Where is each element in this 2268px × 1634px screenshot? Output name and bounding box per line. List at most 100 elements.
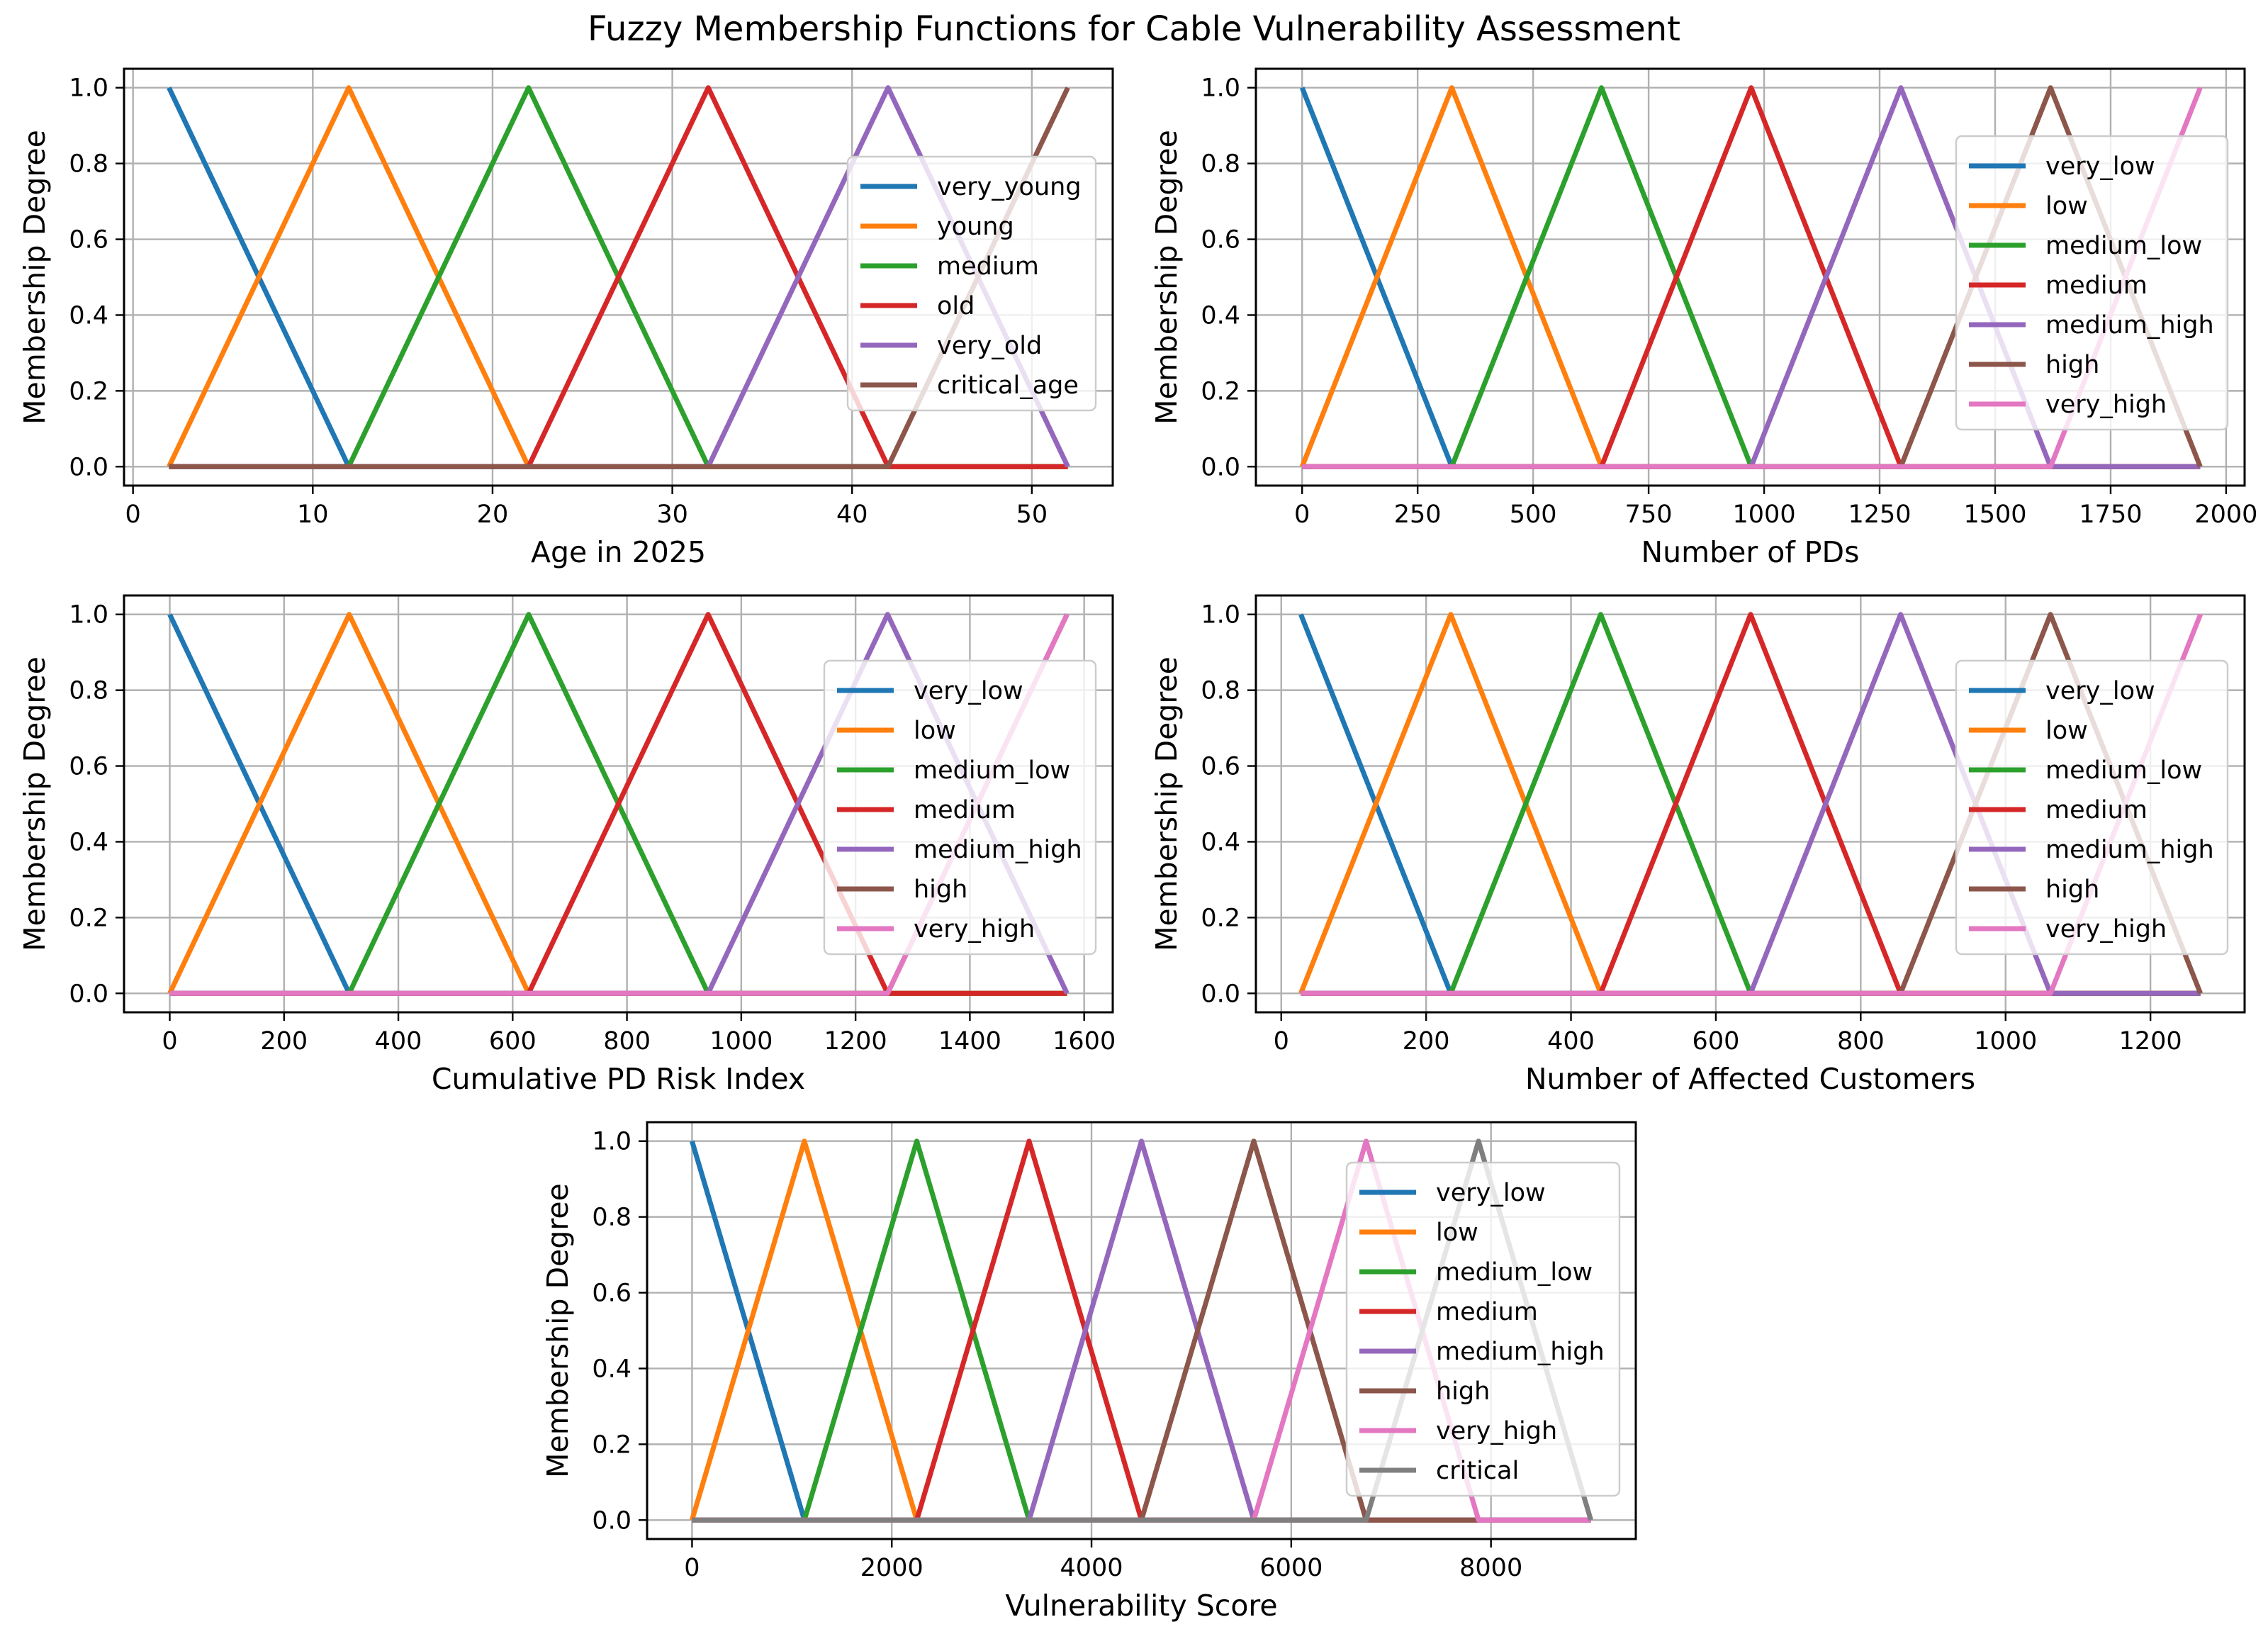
chart-1-x-tick-label: 40	[836, 500, 868, 529]
chart-2-legend-label-medium: medium	[2045, 272, 2148, 300]
chart-3-legend-label-very_low: very_low	[914, 677, 1023, 705]
chart-panel-5: 0 2000 4000 6000 8000 0.0 0.2 0.4 0.6 0.8 1.0 Vulne…	[541, 1121, 1637, 1623]
chart-5-y-axis-label: Membership Degree	[541, 1183, 575, 1478]
chart-4-x-axis-label: Number of Affected Customers	[1525, 1062, 1975, 1096]
chart-2-legend-label-very_high: very_high	[2045, 391, 2167, 419]
chart-1-x-tick-label: 0	[125, 500, 141, 529]
chart-4-x-tick-label: 1200	[2119, 1027, 2182, 1056]
chart-5-legend-label-very_high: very_high	[1436, 1417, 1557, 1445]
chart-5-x-tick-label: 8000	[1459, 1554, 1522, 1582]
chart-2-y-tick-label: 0.8	[1201, 150, 1240, 179]
chart-4-y-axis-label: Membership Degree	[1150, 656, 1184, 951]
chart-2-legend-label-high: high	[2045, 351, 2099, 379]
chart-4-x-tick-label: 0	[1274, 1027, 1289, 1056]
chart-3-x-axis-label: Cumulative PD Risk Index	[432, 1062, 805, 1096]
chart-4-legend-label-low: low	[2045, 717, 2088, 745]
chart-4-y-tick-label: 1.0	[1201, 601, 1240, 629]
chart-3-y-tick-label: 0.8	[69, 677, 108, 705]
chart-3-y-axis-label: Membership Degree	[18, 656, 52, 951]
chart-2-x-tick-label: 1250	[1848, 500, 1911, 529]
chart-3-y-tick-label: 0.2	[69, 904, 108, 932]
chart-1-y-tick-label: 0.6	[69, 226, 108, 254]
chart-1-legend-label-young: young	[937, 213, 1014, 241]
chart-3-x-tick-label: 0	[162, 1027, 177, 1056]
chart-1-legend-label-medium: medium	[937, 252, 1039, 281]
chart-3-legend-label-medium: medium	[914, 796, 1016, 824]
chart-4-x-tick-label: 400	[1547, 1027, 1595, 1056]
chart-3-axes-frame	[123, 594, 1114, 1014]
chart-1-y-axis-label: Membership Degree	[18, 130, 52, 425]
chart-2-y-axis-label: Membership Degree	[1150, 130, 1184, 425]
chart-3-legend-box	[823, 659, 1097, 956]
chart-3-legend-label-high: high	[914, 875, 967, 904]
chart-4-legend-label-medium: medium	[2045, 796, 2148, 824]
chart-2-legend-label-low: low	[2045, 192, 2088, 220]
chart-2-y-tick-label: 0.6	[1201, 226, 1240, 254]
chart-3-legend-label-very_high: very_high	[914, 915, 1035, 944]
chart-4-legend-label-very_high: very_high	[2045, 915, 2167, 944]
chart-5-y-tick-label: 0.2	[592, 1431, 631, 1459]
chart-2-axes-frame	[1254, 67, 2246, 487]
chart-2-legend-label-medium_low: medium_low	[2045, 232, 2202, 260]
chart-5-x-tick-label: 0	[684, 1554, 700, 1582]
chart-4-x-tick-label: 1000	[1974, 1027, 2037, 1056]
chart-1-y-tick-label: 0.8	[69, 150, 108, 179]
chart-5-y-tick-label: 0.0	[592, 1506, 631, 1535]
chart-2-x-tick-label: 1000	[1733, 500, 1796, 529]
chart-5-x-axis-label: Vulnerability Score	[1005, 1589, 1277, 1623]
chart-5-y-tick-label: 0.6	[592, 1280, 631, 1308]
chart-panels: 0 10 20 30 40 50 0.0 0.2 0.4 0.6 0.8 1.0 Age in 2025…	[18, 67, 2257, 1623]
chart-5-x-tick-label: 4000	[1060, 1554, 1123, 1582]
chart-5-y-tick-label: 1.0	[592, 1128, 631, 1156]
chart-1-y-tick-label: 0.4	[69, 301, 108, 330]
chart-3-x-tick-label: 1400	[938, 1027, 1001, 1056]
chart-4-legend-label-high: high	[2045, 875, 2099, 904]
chart-2-x-tick-label: 1500	[1963, 500, 2026, 529]
chart-4-x-tick-label: 600	[1692, 1027, 1740, 1056]
chart-2-x-tick-label: 1750	[2079, 500, 2142, 529]
chart-4-y-tick-label: 0.4	[1201, 828, 1240, 856]
chart-4-y-tick-label: 0.6	[1201, 753, 1240, 781]
chart-1-y-tick-label: 1.0	[69, 74, 108, 103]
chart-3-legend-label-medium_low: medium_low	[914, 756, 1070, 785]
chart-2-legend-label-very_low: very_low	[2045, 152, 2155, 181]
chart-5-legend-label-high: high	[1436, 1377, 1490, 1406]
chart-5-legend-label-medium_high: medium_high	[1436, 1338, 1605, 1366]
chart-2-x-tick-label: 0	[1294, 500, 1310, 529]
chart-3-y-tick-label: 0.6	[69, 753, 108, 781]
chart-1-legend-label-critical_age: critical_age	[937, 371, 1079, 400]
chart-4-legend-label-medium_high: medium_high	[2045, 836, 2214, 864]
chart-panel-3: 0 200 400 600 800 1000 1200 1400 1600 0.0 0.2 0.4 0.…	[18, 594, 1116, 1096]
chart-5-y-tick-label: 0.8	[592, 1204, 631, 1232]
chart-2-y-tick-label: 0.2	[1201, 377, 1240, 405]
chart-3-y-tick-label: 0.0	[69, 980, 108, 1008]
chart-panel-1: 0 10 20 30 40 50 0.0 0.2 0.4 0.6 0.8 1.0 Age in 2025…	[18, 67, 1114, 569]
chart-2-x-tick-label: 2000	[2194, 500, 2257, 529]
chart-3-x-tick-label: 400	[375, 1027, 422, 1056]
chart-panel-4: 0 200 400 600 800 1000 1200 0.0 0.2 0.4 0.6 0.8 1.0 N…	[1150, 594, 2246, 1096]
chart-4-y-tick-label: 0.2	[1201, 904, 1240, 932]
chart-2-x-tick-label: 250	[1394, 500, 1442, 529]
chart-5-legend-label-very_low: very_low	[1436, 1179, 1546, 1207]
chart-1-legend-label-old: old	[937, 292, 975, 320]
chart-5-x-tick-label: 2000	[860, 1554, 924, 1582]
chart-2-y-tick-label: 1.0	[1201, 74, 1240, 103]
chart-4-legend-label-very_low: very_low	[2045, 677, 2155, 705]
chart-1-x-axis-label: Age in 2025	[531, 535, 706, 569]
chart-5-x-tick-label: 6000	[1259, 1554, 1323, 1582]
chart-5-axes-frame	[646, 1121, 1637, 1540]
chart-1-y-tick-label: 0.0	[69, 453, 108, 481]
chart-3-legend-label-low: low	[914, 717, 956, 745]
chart-2-x-tick-label: 750	[1625, 500, 1673, 529]
chart-1-x-tick-label: 20	[477, 500, 509, 529]
chart-2-x-tick-label: 500	[1510, 500, 1557, 529]
chart-5-y-tick-label: 0.4	[592, 1355, 631, 1383]
chart-1-x-tick-label: 10	[297, 500, 329, 529]
